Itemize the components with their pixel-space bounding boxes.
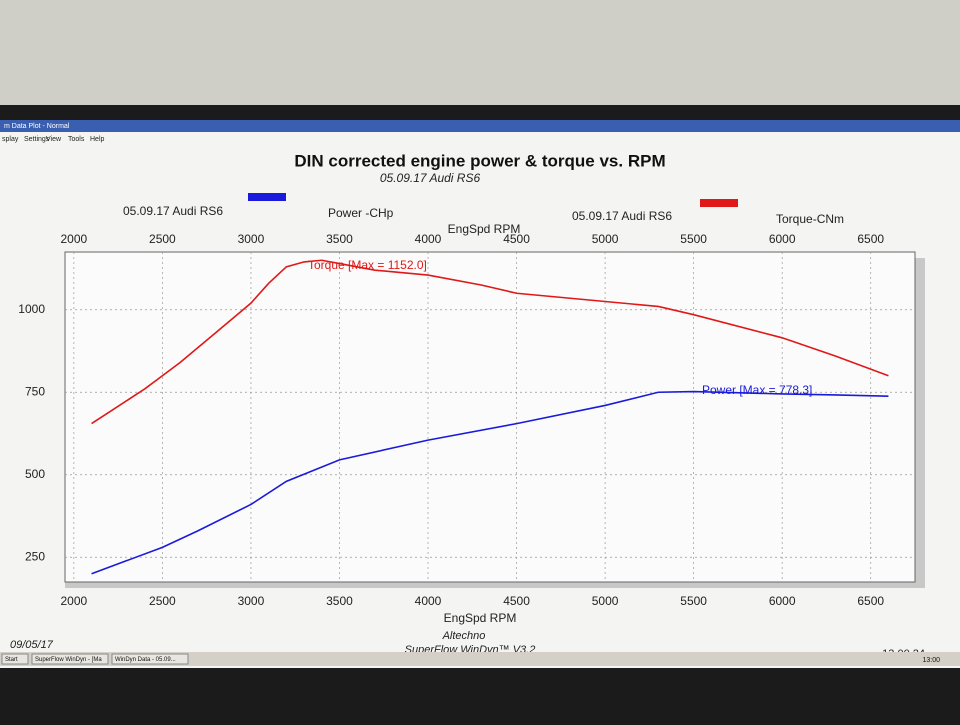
x-tick-label-top: 3500: [326, 232, 353, 246]
company: Altechno: [442, 630, 486, 642]
legend-run: 05.09.17 Audi RS6: [123, 204, 223, 218]
chart-title: DIN corrected engine power & torque vs. …: [294, 151, 665, 170]
x-tick-label-top: 6000: [769, 232, 796, 246]
x-tick-label-top: 5000: [592, 232, 619, 246]
y-tick-label: 250: [25, 549, 45, 563]
task-button[interactable]: [111, 653, 189, 665]
plot: 2000 2000 2500 2500 3000 3000 3500 3500 4000 4000…: [18, 232, 915, 608]
task-button[interactable]: [31, 653, 109, 665]
taskbar: [0, 652, 960, 666]
task-label: WinDyn Data - 05.09...: [115, 657, 176, 663]
x-tick-label-top: 4500: [503, 232, 530, 246]
x-tick-label: 2500: [149, 594, 176, 608]
x-axis-title: EngSpd RPM: [448, 222, 521, 236]
x-tick-label-top: 2500: [149, 232, 176, 246]
task-label: SuperFlow WinDyn - [Ma: [35, 657, 102, 663]
legend-label: Power -CHp: [328, 206, 394, 220]
x-tick-label-top: 6500: [857, 232, 884, 246]
menu-item[interactable]: View: [46, 136, 62, 143]
series-line: [91, 259, 889, 425]
window-title: m Data Plot - Normal: [4, 123, 70, 130]
menu-item[interactable]: Tools: [68, 136, 85, 143]
x-tick-label: 5000: [592, 594, 619, 608]
y-tick-label: 1000: [18, 302, 45, 316]
legend-run: 05.09.17 Audi RS6: [572, 209, 672, 223]
menu-item[interactable]: splay: [2, 136, 19, 143]
x-tick-label: 3500: [326, 594, 353, 608]
chart-subtitle: 05.09.17 Audi RS6: [380, 171, 481, 185]
legend-swatch: [248, 193, 286, 201]
series-line: [91, 390, 889, 575]
wall: [0, 0, 960, 105]
legend-swatch: [700, 199, 738, 207]
annotation: Power [Max = 778.3]: [702, 383, 812, 397]
task-button[interactable]: [1, 653, 29, 665]
clock: 13:00: [922, 657, 940, 664]
x-tick-label: 5500: [680, 594, 707, 608]
taskbar-items: Start SuperFlow WinDyn - [Ma WinDyn Data -…: [1, 653, 189, 665]
legend-label: Torque-CNm: [776, 212, 844, 226]
y-tick-label: 750: [25, 384, 45, 398]
y-tick-label: 500: [25, 467, 45, 481]
x-tick-label-top: 3000: [238, 232, 265, 246]
x-tick-label-top: 4000: [415, 232, 442, 246]
x-tick-label: 3000: [238, 594, 265, 608]
menu-item[interactable]: Help: [90, 136, 105, 143]
x-tick-label: 4000: [415, 594, 442, 608]
title-bar: [0, 120, 960, 132]
menu-item[interactable]: Settings: [24, 136, 50, 143]
x-tick-label: 6000: [769, 594, 796, 608]
task-label: Start: [5, 657, 18, 663]
x-tick-label-top: 5500: [680, 232, 707, 246]
x-tick-label-top: 2000: [61, 232, 88, 246]
x-tick-label: 4500: [503, 594, 530, 608]
x-axis-title: EngSpd RPM: [444, 611, 517, 625]
date: 09/05/17: [10, 639, 54, 651]
x-tick-label: 2000: [61, 594, 88, 608]
annotation: Torque [Max = 1152.0]: [308, 258, 427, 272]
x-tick-label: 6500: [857, 594, 884, 608]
